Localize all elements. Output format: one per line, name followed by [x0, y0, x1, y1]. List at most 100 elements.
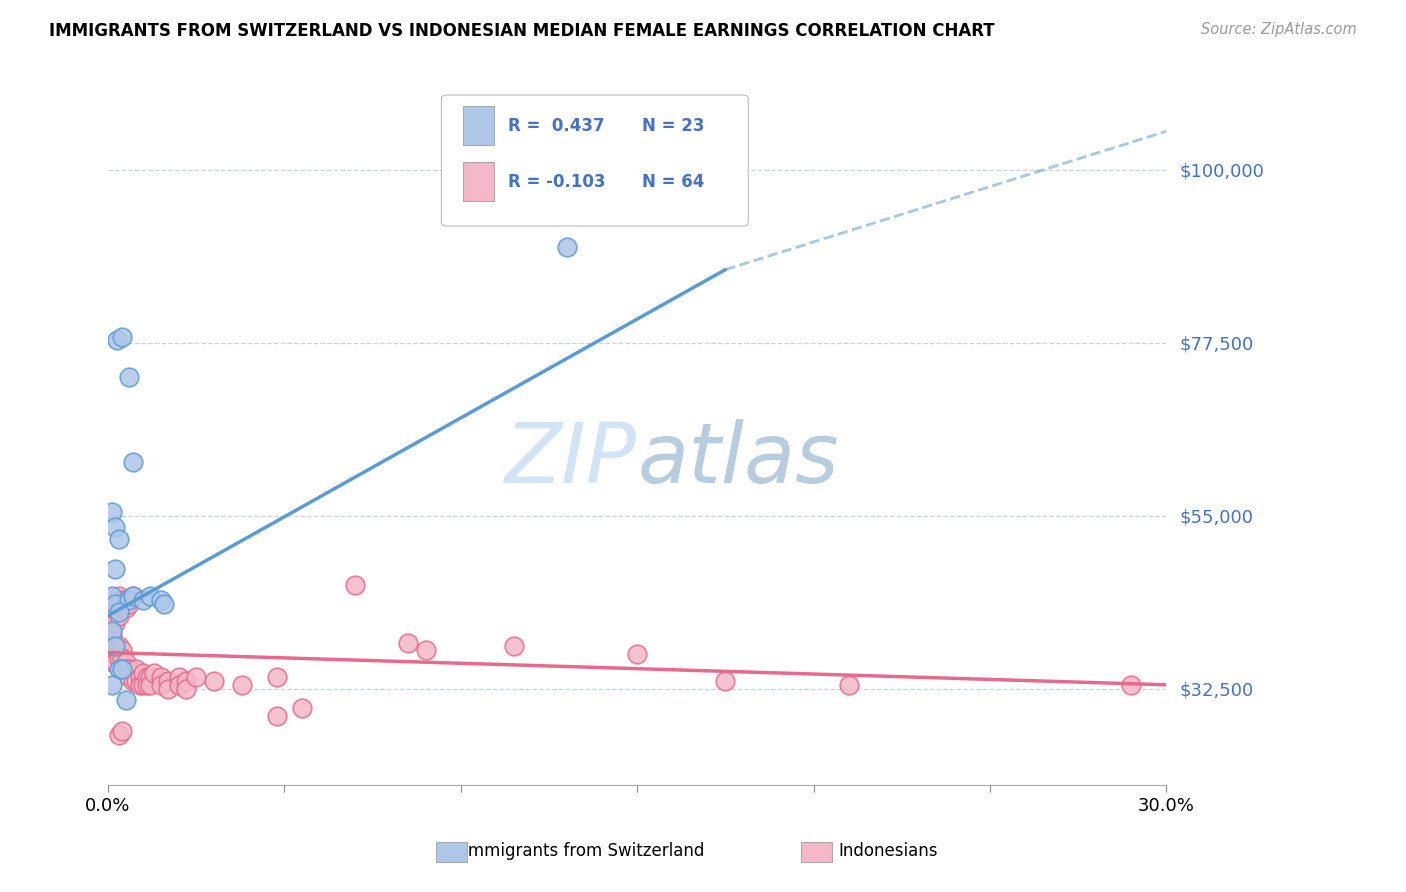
Point: [291, 701, 314, 715]
Point: [167, 670, 190, 684]
Point: [186, 670, 208, 684]
Point: [114, 693, 136, 707]
Point: [231, 678, 253, 692]
Point: [104, 601, 127, 615]
Text: ZIP: ZIP: [505, 419, 637, 500]
Text: N = 64: N = 64: [643, 173, 704, 191]
Point: [107, 597, 129, 611]
Point: [626, 647, 648, 661]
Point: [121, 673, 143, 688]
Point: [167, 678, 190, 692]
Point: [156, 673, 179, 688]
Point: [100, 655, 122, 669]
Point: [107, 532, 129, 546]
Point: [149, 593, 172, 607]
Text: IMMIGRANTS FROM SWITZERLAND VS INDONESIAN MEDIAN FEMALE EARNINGS CORRELATION CHA: IMMIGRANTS FROM SWITZERLAND VS INDONESIA…: [49, 22, 995, 40]
Point: [107, 651, 129, 665]
Point: [100, 624, 122, 638]
Point: [202, 673, 225, 688]
Point: [714, 673, 737, 688]
Text: R =  0.437: R = 0.437: [508, 117, 605, 135]
Point: [132, 678, 155, 692]
Point: [121, 590, 143, 604]
Point: [135, 678, 157, 692]
Point: [114, 655, 136, 669]
Point: [111, 593, 134, 607]
Point: [107, 605, 129, 619]
Point: [104, 640, 127, 654]
Point: [149, 678, 172, 692]
Point: [415, 643, 437, 657]
Bar: [463, 106, 495, 145]
Point: [121, 455, 143, 469]
Point: [153, 597, 176, 611]
Point: [139, 670, 162, 684]
Point: [104, 520, 127, 534]
Point: [100, 678, 122, 692]
Point: [111, 662, 134, 676]
Point: [104, 616, 127, 631]
Point: [100, 640, 122, 654]
Point: [114, 662, 136, 676]
Point: [107, 647, 129, 661]
Point: [111, 643, 134, 657]
Point: [266, 670, 288, 684]
Point: [118, 670, 141, 684]
Text: R = -0.103: R = -0.103: [508, 173, 606, 191]
Point: [104, 647, 127, 661]
Point: [100, 647, 122, 661]
Point: [118, 662, 141, 676]
Point: [107, 608, 129, 623]
Point: [111, 651, 134, 665]
Point: [139, 590, 162, 604]
Point: [121, 590, 143, 604]
FancyBboxPatch shape: [441, 95, 748, 226]
Point: [555, 239, 578, 253]
Text: Indonesians: Indonesians: [839, 842, 938, 860]
Point: [128, 678, 150, 692]
Point: [118, 593, 141, 607]
Point: [266, 708, 288, 723]
Point: [107, 640, 129, 654]
Point: [502, 640, 524, 654]
Point: [142, 666, 165, 681]
Point: [174, 681, 197, 696]
Point: [100, 628, 122, 642]
Point: [105, 334, 128, 348]
Point: [104, 655, 127, 669]
Point: [100, 590, 122, 604]
Bar: [463, 162, 495, 202]
Point: [121, 666, 143, 681]
Point: [343, 578, 366, 592]
Text: atlas: atlas: [637, 419, 839, 500]
Point: [111, 723, 134, 738]
Point: [111, 330, 134, 344]
Point: [104, 597, 127, 611]
Point: [107, 590, 129, 604]
Point: [125, 662, 148, 676]
Point: [125, 673, 148, 688]
Point: [396, 635, 419, 649]
Text: N = 23: N = 23: [643, 117, 704, 135]
Text: Source: ZipAtlas.com: Source: ZipAtlas.com: [1201, 22, 1357, 37]
Point: [149, 670, 172, 684]
Point: [100, 505, 122, 519]
Point: [104, 640, 127, 654]
Point: [132, 666, 155, 681]
Point: [114, 593, 136, 607]
Point: [107, 662, 129, 676]
Point: [135, 670, 157, 684]
Text: Immigrants from Switzerland: Immigrants from Switzerland: [463, 842, 704, 860]
Point: [104, 562, 127, 576]
Point: [100, 616, 122, 631]
Point: [107, 728, 129, 742]
Point: [838, 678, 860, 692]
Point: [118, 597, 141, 611]
Point: [156, 681, 179, 696]
Point: [174, 673, 197, 688]
Point: [1119, 678, 1142, 692]
Point: [132, 593, 155, 607]
Point: [139, 678, 162, 692]
Point: [111, 601, 134, 615]
Point: [128, 670, 150, 684]
